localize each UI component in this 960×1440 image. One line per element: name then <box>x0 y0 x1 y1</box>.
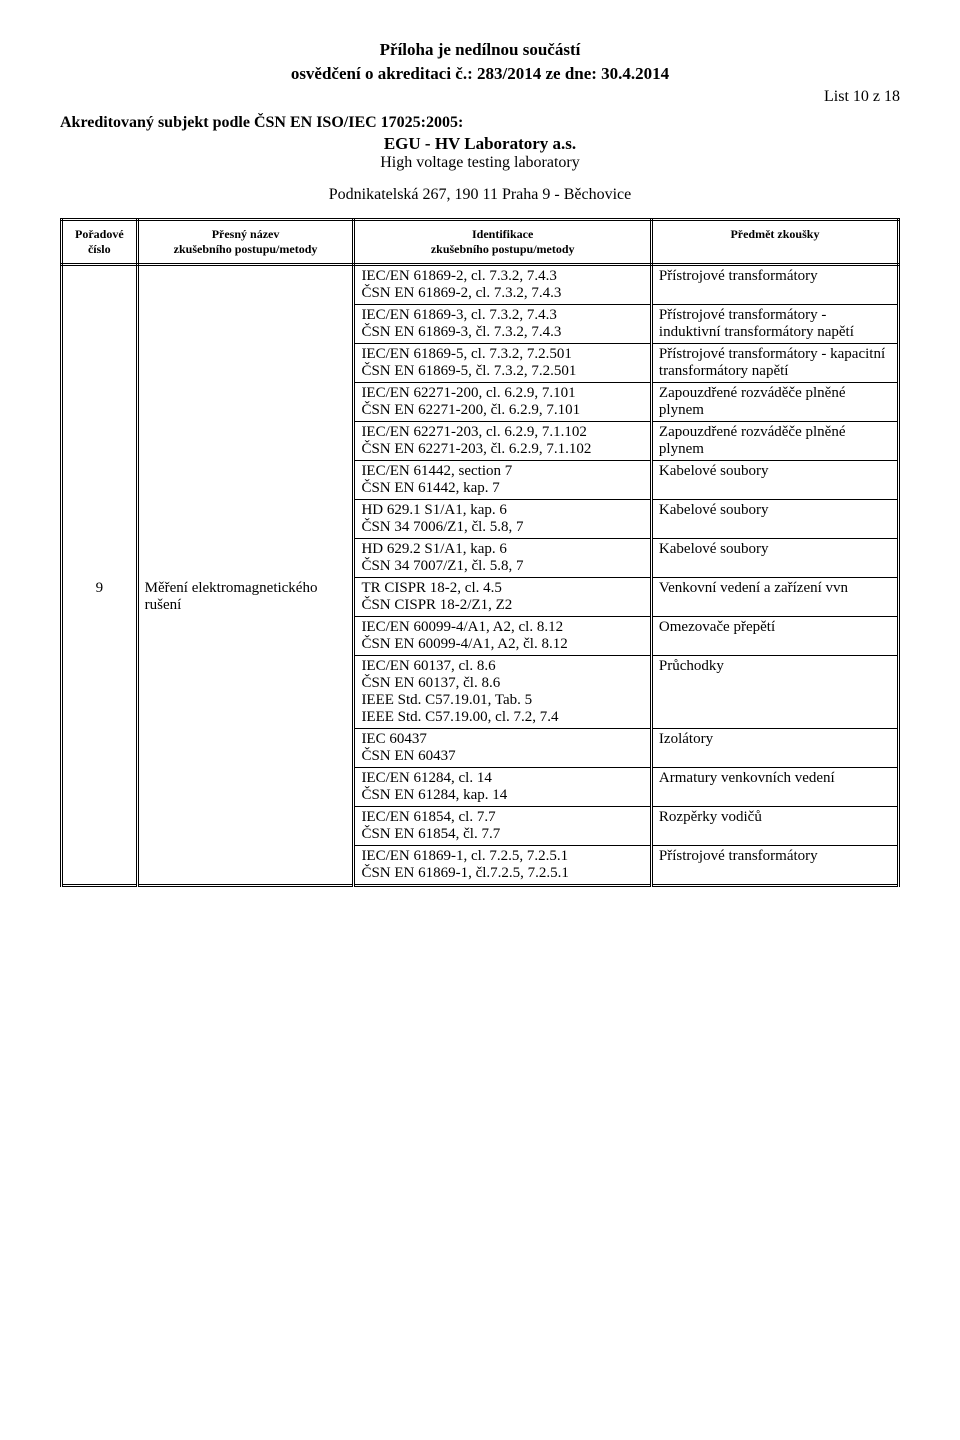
lab-name2: High voltage testing laboratory <box>60 154 900 172</box>
row-identification: TR CISPR 18-2, cl. 4.5 ČSN CISPR 18-2/Z1… <box>354 578 651 617</box>
row-number <box>62 807 138 846</box>
lab-address: Podnikatelská 267, 190 11 Praha 9 - Běch… <box>60 186 900 204</box>
row-subject: Izolátory <box>651 729 898 768</box>
row-identification: IEC 60437 ČSN EN 60437 <box>354 729 651 768</box>
table-row: IEC/EN 60137, cl. 8.6 ČSN EN 60137, čl. … <box>62 656 899 729</box>
table-row: IEC/EN 61442, section 7 ČSN EN 61442, ka… <box>62 461 899 500</box>
row-number <box>62 768 138 807</box>
row-name <box>137 265 354 305</box>
row-name <box>137 656 354 729</box>
row-identification: HD 629.2 S1/A1, kap. 6 ČSN 34 7007/Z1, č… <box>354 539 651 578</box>
row-name <box>137 383 354 422</box>
table-row: IEC/EN 62271-200, cl. 6.2.9, 7.101 ČSN E… <box>62 383 899 422</box>
row-number <box>62 539 138 578</box>
row-identification: IEC/EN 61284, cl. 14 ČSN EN 61284, kap. … <box>354 768 651 807</box>
row-identification: IEC/EN 61869-2, cl. 7.3.2, 7.4.3 ČSN EN … <box>354 265 651 305</box>
row-identification: IEC/EN 61854, cl. 7.7 ČSN EN 61854, čl. … <box>354 807 651 846</box>
row-number <box>62 265 138 305</box>
row-subject: Přístrojové transformátory - induktivní … <box>651 305 898 344</box>
row-number: 9 <box>62 578 138 617</box>
row-name <box>137 846 354 886</box>
row-number <box>62 500 138 539</box>
row-number <box>62 344 138 383</box>
row-identification: HD 629.1 S1/A1, kap. 6 ČSN 34 7006/Z1, č… <box>354 500 651 539</box>
row-identification: IEC/EN 60099-4/A1, A2, cl. 8.12 ČSN EN 6… <box>354 617 651 656</box>
table-header-row: Pořadové číslo Přesný název zkušebního p… <box>62 220 899 265</box>
table-body: IEC/EN 61869-2, cl. 7.3.2, 7.4.3 ČSN EN … <box>62 265 899 886</box>
row-name <box>137 344 354 383</box>
row-name <box>137 768 354 807</box>
row-subject: Kabelové soubory <box>651 539 898 578</box>
accredited-subject: Akreditovaný subjekt podle ČSN EN ISO/IE… <box>60 114 900 132</box>
col-number-l1: Pořadové <box>75 227 124 241</box>
row-subject: Zapouzdřené rozváděče plněné plynem <box>651 422 898 461</box>
row-name <box>137 500 354 539</box>
row-subject: Armatury venkovních vedení <box>651 768 898 807</box>
row-subject: Venkovní vedení a zařízení vvn <box>651 578 898 617</box>
row-number <box>62 729 138 768</box>
table-row: HD 629.2 S1/A1, kap. 6 ČSN 34 7007/Z1, č… <box>62 539 899 578</box>
table-row: IEC 60437 ČSN EN 60437Izolátory <box>62 729 899 768</box>
standards-table: Pořadové číslo Přesný název zkušebního p… <box>60 218 900 887</box>
row-name: Měření elektromagnetického rušení <box>137 578 354 617</box>
header-line1: Příloha je nedílnou součástí <box>60 40 900 60</box>
row-identification: IEC/EN 61869-1, cl. 7.2.5, 7.2.5.1 ČSN E… <box>354 846 651 886</box>
col-id-l2: zkušebního postupu/metody <box>431 242 575 256</box>
row-subject: Přístrojové transformátory - kapacitní t… <box>651 344 898 383</box>
row-identification: IEC/EN 60137, cl. 8.6 ČSN EN 60137, čl. … <box>354 656 651 729</box>
row-subject: Zapouzdřené rozváděče plněné plynem <box>651 383 898 422</box>
row-name <box>137 305 354 344</box>
col-name-l2: zkušebního postupu/metody <box>174 242 318 256</box>
header-line2: osvědčení o akreditaci č.: 283/2014 ze d… <box>60 64 900 84</box>
row-name <box>137 617 354 656</box>
row-identification: IEC/EN 62271-200, cl. 6.2.9, 7.101 ČSN E… <box>354 383 651 422</box>
row-name <box>137 807 354 846</box>
row-number <box>62 461 138 500</box>
col-number: Pořadové číslo <box>62 220 138 265</box>
row-subject: Přístrojové transformátory <box>651 265 898 305</box>
col-subject-l1: Předmět zkoušky <box>730 227 819 241</box>
row-identification: IEC/EN 61869-3, cl. 7.3.2, 7.4.3 ČSN EN … <box>354 305 651 344</box>
row-number <box>62 305 138 344</box>
row-subject: Kabelové soubory <box>651 461 898 500</box>
table-row: IEC/EN 62271-203, cl. 6.2.9, 7.1.102 ČSN… <box>62 422 899 461</box>
row-name <box>137 729 354 768</box>
lab-name: EGU - HV Laboratory a.s. <box>60 134 900 154</box>
col-identification: Identifikace zkušebního postupu/metody <box>354 220 651 265</box>
table-row: HD 629.1 S1/A1, kap. 6 ČSN 34 7006/Z1, č… <box>62 500 899 539</box>
row-number <box>62 846 138 886</box>
table-row: IEC/EN 61854, cl. 7.7 ČSN EN 61854, čl. … <box>62 807 899 846</box>
col-name: Přesný název zkušebního postupu/metody <box>137 220 354 265</box>
table-row: IEC/EN 61869-2, cl. 7.3.2, 7.4.3 ČSN EN … <box>62 265 899 305</box>
row-subject: Omezovače přepětí <box>651 617 898 656</box>
row-subject: Přístrojové transformátory <box>651 846 898 886</box>
row-subject: Kabelové soubory <box>651 500 898 539</box>
row-subject: Průchodky <box>651 656 898 729</box>
row-name <box>137 422 354 461</box>
col-number-l2: číslo <box>88 242 111 256</box>
table-row: IEC/EN 61869-1, cl. 7.2.5, 7.2.5.1 ČSN E… <box>62 846 899 886</box>
col-subject: Předmět zkoušky <box>651 220 898 265</box>
row-number <box>62 422 138 461</box>
page-number: List 10 z 18 <box>60 88 900 106</box>
row-subject: Rozpěrky vodičů <box>651 807 898 846</box>
row-identification: IEC/EN 61442, section 7 ČSN EN 61442, ka… <box>354 461 651 500</box>
row-name <box>137 461 354 500</box>
row-identification: IEC/EN 61869-5, cl. 7.3.2, 7.2.501 ČSN E… <box>354 344 651 383</box>
table-row: 9Měření elektromagnetického rušeníTR CIS… <box>62 578 899 617</box>
row-identification: IEC/EN 62271-203, cl. 6.2.9, 7.1.102 ČSN… <box>354 422 651 461</box>
table-row: IEC/EN 61284, cl. 14 ČSN EN 61284, kap. … <box>62 768 899 807</box>
col-name-l1: Přesný název <box>212 227 280 241</box>
row-number <box>62 656 138 729</box>
table-row: IEC/EN 60099-4/A1, A2, cl. 8.12 ČSN EN 6… <box>62 617 899 656</box>
row-number <box>62 383 138 422</box>
table-row: IEC/EN 61869-5, cl. 7.3.2, 7.2.501 ČSN E… <box>62 344 899 383</box>
row-number <box>62 617 138 656</box>
row-name <box>137 539 354 578</box>
table-row: IEC/EN 61869-3, cl. 7.3.2, 7.4.3 ČSN EN … <box>62 305 899 344</box>
col-id-l1: Identifikace <box>472 227 533 241</box>
